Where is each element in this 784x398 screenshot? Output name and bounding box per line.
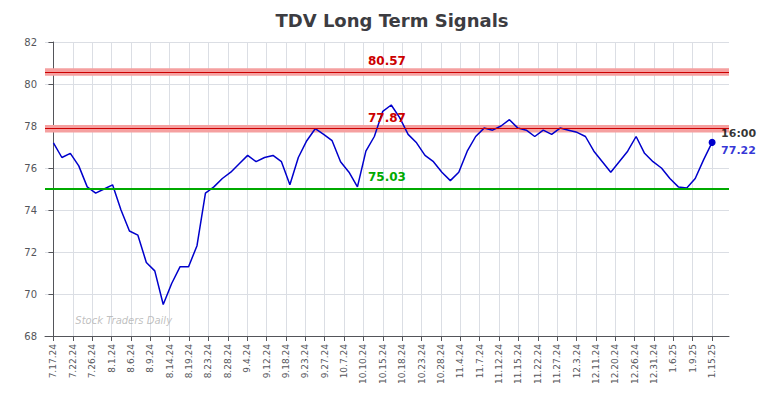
svg-text:9.23.24: 9.23.24 (300, 344, 310, 379)
svg-text:11.7.24: 11.7.24 (475, 344, 485, 379)
svg-text:78: 78 (24, 121, 37, 132)
svg-text:10.10.24: 10.10.24 (358, 344, 368, 384)
svg-text:11.4.24: 11.4.24 (455, 344, 465, 379)
svg-text:8.23.24: 8.23.24 (203, 344, 213, 379)
svg-text:12.20.24: 12.20.24 (610, 344, 620, 384)
svg-text:1.9.25: 1.9.25 (688, 344, 698, 373)
svg-text:9.12.24: 9.12.24 (262, 344, 272, 379)
svg-text:9.27.24: 9.27.24 (320, 344, 330, 379)
svg-text:8.1.24: 8.1.24 (107, 344, 117, 373)
svg-text:70: 70 (24, 289, 37, 300)
svg-text:8.14.24: 8.14.24 (165, 344, 175, 379)
svg-text:80: 80 (24, 79, 37, 90)
svg-text:72: 72 (24, 247, 37, 258)
svg-text:9.18.24: 9.18.24 (281, 344, 291, 379)
svg-text:10.23.24: 10.23.24 (417, 344, 427, 384)
svg-text:10.7.24: 10.7.24 (339, 344, 349, 379)
svg-text:80.57: 80.57 (368, 54, 406, 68)
svg-text:12.3.24: 12.3.24 (572, 344, 582, 379)
svg-text:77.87: 77.87 (368, 111, 406, 125)
svg-text:12.31.24: 12.31.24 (649, 344, 659, 384)
svg-text:74: 74 (24, 205, 37, 216)
svg-text:16:00: 16:00 (721, 127, 756, 140)
svg-text:8.19.24: 8.19.24 (184, 344, 194, 379)
svg-text:8.28.24: 8.28.24 (223, 344, 233, 379)
svg-text:7.26.24: 7.26.24 (87, 344, 97, 379)
svg-text:12.26.24: 12.26.24 (630, 344, 640, 384)
svg-text:75.03: 75.03 (368, 170, 406, 184)
svg-text:8.9.24: 8.9.24 (145, 344, 155, 373)
svg-text:82: 82 (24, 37, 37, 48)
svg-text:11.12.24: 11.12.24 (494, 344, 504, 384)
svg-text:Stock Traders Daily: Stock Traders Daily (75, 315, 173, 326)
svg-text:10.28.24: 10.28.24 (436, 344, 446, 384)
svg-text:11.15.24: 11.15.24 (513, 344, 523, 384)
svg-text:10.18.24: 10.18.24 (397, 344, 407, 384)
svg-text:8.6.24: 8.6.24 (126, 344, 136, 373)
svg-text:76: 76 (24, 163, 37, 174)
svg-text:1.15.25: 1.15.25 (707, 344, 717, 378)
svg-text:7.22.24: 7.22.24 (68, 344, 78, 379)
svg-text:9.4.24: 9.4.24 (242, 344, 252, 373)
svg-text:10.15.24: 10.15.24 (378, 344, 388, 384)
svg-text:1.6.25: 1.6.25 (668, 344, 678, 373)
svg-text:11.22.24: 11.22.24 (533, 344, 543, 384)
svg-text:77.22: 77.22 (721, 144, 756, 157)
svg-text:TDV Long Term Signals: TDV Long Term Signals (275, 10, 508, 31)
svg-text:12.11.24: 12.11.24 (591, 344, 601, 384)
svg-text:7.17.24: 7.17.24 (48, 344, 58, 379)
svg-text:11.27.24: 11.27.24 (552, 344, 562, 384)
svg-text:68: 68 (24, 331, 37, 342)
